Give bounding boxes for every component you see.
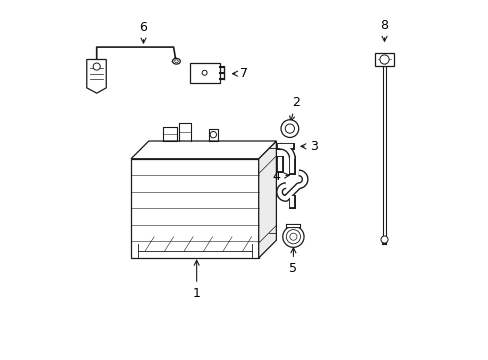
Ellipse shape [172,58,180,64]
Text: 7: 7 [232,67,248,80]
Circle shape [379,55,388,64]
Circle shape [282,226,304,247]
Circle shape [281,120,298,138]
Text: 1: 1 [192,260,200,300]
Text: 8: 8 [380,19,387,41]
Ellipse shape [174,60,178,63]
Polygon shape [86,59,106,93]
Text: 3: 3 [301,140,317,153]
Polygon shape [131,159,258,258]
Text: 5: 5 [289,248,297,275]
Text: 6: 6 [139,21,147,43]
Circle shape [93,63,100,70]
Bar [189,63,219,82]
Text: 4: 4 [272,170,289,183]
Circle shape [380,236,387,243]
Text: 2: 2 [289,95,299,121]
Polygon shape [258,141,276,258]
Circle shape [289,233,296,240]
Polygon shape [131,141,276,159]
Bar [374,53,393,66]
Circle shape [285,124,294,133]
Circle shape [210,131,216,138]
Circle shape [202,70,207,75]
Circle shape [286,230,300,244]
